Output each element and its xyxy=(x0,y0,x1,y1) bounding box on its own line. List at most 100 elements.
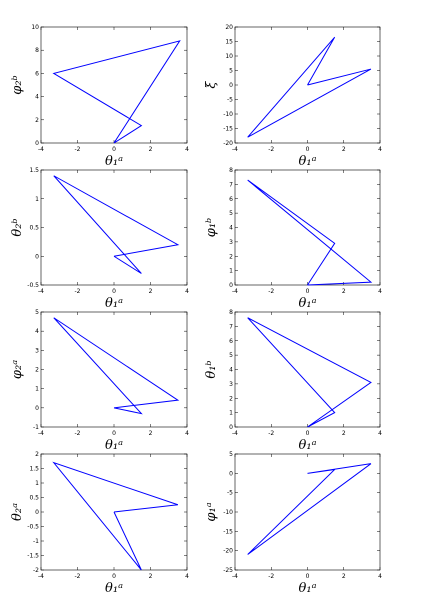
y-tick-label: -1 xyxy=(33,424,39,431)
x-axis-label: θ₁ᵃ xyxy=(105,296,123,311)
x-tick-label: 4 xyxy=(185,430,189,437)
x-tick-label: -4 xyxy=(232,573,238,580)
x-tick-label: 0 xyxy=(306,288,310,295)
y-tick-label: -10 xyxy=(223,509,233,516)
y-tick-label: 3 xyxy=(229,381,233,388)
x-tick-label: -2 xyxy=(268,288,274,295)
y-tick-label: 15 xyxy=(225,39,233,46)
x-axis-label: θ₁ᵃ xyxy=(105,438,123,453)
x-tick-label: -2 xyxy=(75,430,81,437)
x-tick-label: 4 xyxy=(378,430,382,437)
y-tick-label: 7 xyxy=(229,181,233,188)
data-line xyxy=(247,317,372,428)
axes-frame xyxy=(234,311,381,428)
x-tick-label: 4 xyxy=(378,288,382,295)
y-axis-label: φ₁ᵇ xyxy=(204,218,219,238)
x-tick-label: 2 xyxy=(149,146,153,153)
x-tick-label: 4 xyxy=(185,288,189,295)
x-tick-label: 0 xyxy=(306,146,310,153)
y-tick-label: 0 xyxy=(229,470,233,477)
y-tick-label: -20 xyxy=(223,140,233,147)
y-tick-label: 2 xyxy=(229,395,233,402)
x-tick-label: -4 xyxy=(232,288,238,295)
y-tick-label: -15 xyxy=(223,126,233,133)
x-tick-label: 4 xyxy=(378,146,382,153)
y-tick-label: 2 xyxy=(35,451,39,458)
data-line xyxy=(52,461,179,571)
y-tick-label: -1 xyxy=(33,538,39,545)
y-tick-label: -0.5 xyxy=(27,524,39,531)
x-tick-label: 4 xyxy=(378,573,382,580)
y-tick-label: -25 xyxy=(223,567,233,574)
y-tick-label: -2 xyxy=(33,567,39,574)
x-tick-label: -2 xyxy=(75,146,81,153)
y-tick-label: 0 xyxy=(35,253,39,260)
axes-frame xyxy=(40,169,188,286)
y-tick-label: 20 xyxy=(225,24,233,31)
y-tick-label: 6 xyxy=(229,196,233,203)
y-tick-label: 6 xyxy=(229,338,233,345)
x-tick-label: -4 xyxy=(38,146,44,153)
x-tick-label: 2 xyxy=(149,288,153,295)
y-tick-label: 8 xyxy=(229,309,233,316)
x-axis-label: θ₁ᵃ xyxy=(299,296,317,311)
x-tick-label: -2 xyxy=(268,146,274,153)
y-tick-label: 0 xyxy=(229,82,233,89)
y-tick-label: 1 xyxy=(35,196,39,203)
data-line xyxy=(247,179,373,286)
x-axis-label: θ₁ᵃ xyxy=(299,154,317,169)
y-tick-label: 8 xyxy=(229,167,233,174)
x-tick-label: 2 xyxy=(342,288,346,295)
y-tick-label: 0 xyxy=(35,140,39,147)
data-line xyxy=(247,36,372,138)
x-axis-label: θ₁ᵃ xyxy=(105,154,123,169)
x-tick-label: 2 xyxy=(342,573,346,580)
axes-frame xyxy=(40,311,188,428)
y-tick-label: 10 xyxy=(225,53,233,60)
y-tick-label: 1.5 xyxy=(29,466,39,473)
y-tick-label: 3 xyxy=(35,347,39,354)
y-tick-label: 2 xyxy=(35,367,39,374)
y-tick-label: 5 xyxy=(229,451,233,458)
x-tick-label: 0 xyxy=(112,146,116,153)
x-tick-label: -2 xyxy=(268,430,274,437)
y-tick-label: 0 xyxy=(35,405,39,412)
y-tick-label: -0.5 xyxy=(27,282,39,289)
axes-frame xyxy=(234,453,381,571)
x-tick-label: -4 xyxy=(232,430,238,437)
y-tick-label: 2 xyxy=(35,117,39,124)
y-axis-label: ξ xyxy=(204,81,219,89)
y-axis-label: θ₂ᵃ xyxy=(10,503,25,521)
x-tick-label: -4 xyxy=(38,573,44,580)
x-tick-label: -2 xyxy=(268,573,274,580)
y-tick-label: -15 xyxy=(223,528,233,535)
x-axis-label: θ₁ᵃ xyxy=(299,438,317,453)
x-tick-label: 0 xyxy=(306,430,310,437)
y-tick-label: 1 xyxy=(35,386,39,393)
y-tick-label: 4 xyxy=(229,367,233,374)
y-tick-label: 0 xyxy=(35,509,39,516)
x-tick-label: -4 xyxy=(38,288,44,295)
y-tick-label: 6 xyxy=(35,70,39,77)
x-tick-label: 4 xyxy=(185,146,189,153)
y-tick-label: 10 xyxy=(31,24,39,31)
x-tick-label: 2 xyxy=(149,430,153,437)
x-tick-label: 2 xyxy=(149,573,153,580)
y-tick-label: 0.5 xyxy=(29,495,39,502)
x-tick-label: -2 xyxy=(75,288,81,295)
data-line xyxy=(247,463,372,555)
y-tick-label: 5 xyxy=(229,352,233,359)
y-axis-label: θ₂ᵇ xyxy=(10,218,25,236)
x-tick-label: 0 xyxy=(112,573,116,580)
y-tick-label: 4 xyxy=(35,328,39,335)
data-line xyxy=(53,175,180,274)
y-tick-label: 7 xyxy=(229,323,233,330)
y-tick-label: 0 xyxy=(229,424,233,431)
x-tick-label: -2 xyxy=(75,573,81,580)
y-tick-label: -5 xyxy=(227,97,233,104)
y-tick-label: 4 xyxy=(35,94,39,101)
x-tick-label: 2 xyxy=(342,146,346,153)
y-tick-label: 3 xyxy=(229,239,233,246)
y-tick-label: 4 xyxy=(229,225,233,232)
